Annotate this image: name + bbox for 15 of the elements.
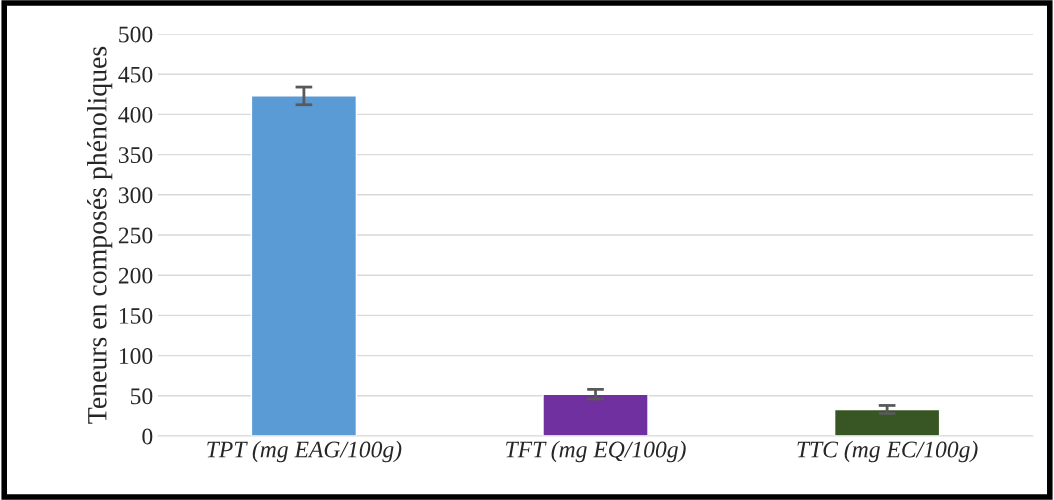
y-tick-label: 450 xyxy=(118,66,153,83)
y-tick-label: 150 xyxy=(119,307,153,324)
y-tick-label: 500 xyxy=(119,26,153,43)
y-axis-title: Teneurs en composés phénoliques xyxy=(87,46,113,424)
y-tick-label: 300 xyxy=(118,187,153,204)
y-tick-label: 50 xyxy=(131,388,153,405)
y-tick-label: 200 xyxy=(118,267,153,284)
y-tick-label: 250 xyxy=(118,227,153,244)
x-tick-label: TPT (mg EAG/100g) xyxy=(207,440,402,463)
y-tick-label: 0 xyxy=(142,428,153,445)
x-tick-label: TTC (mg EC/100g) xyxy=(797,440,978,463)
y-tick-label: 350 xyxy=(118,147,153,164)
y-tick-label: 400 xyxy=(118,106,153,123)
x-tick-label: TFT (mg EQ/100g) xyxy=(506,440,686,463)
y-tick-label: 100 xyxy=(119,348,153,365)
